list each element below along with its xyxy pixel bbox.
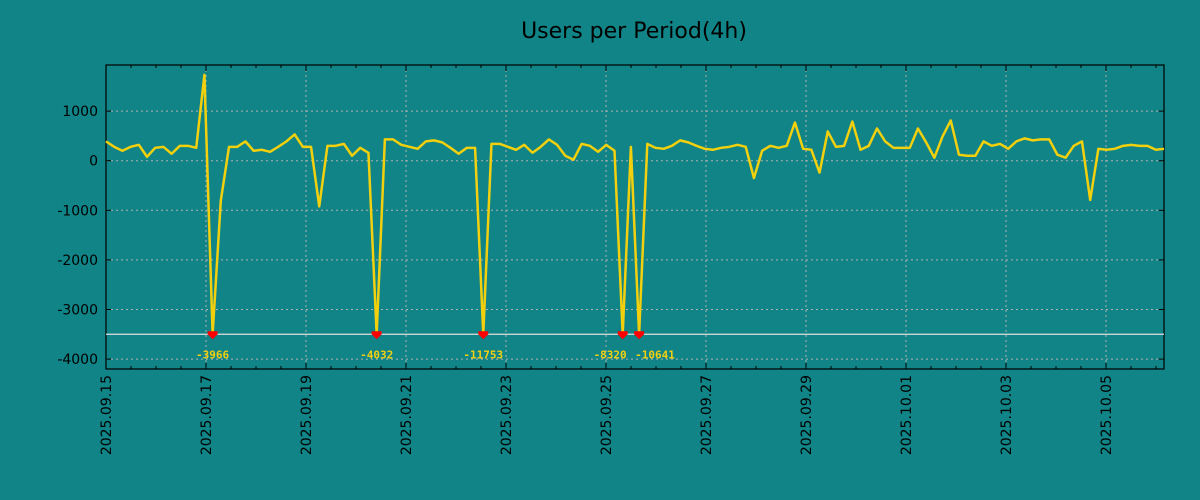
x-tick-label: 2025.09.23 [499, 375, 515, 455]
x-tick-label: 2025.09.27 [699, 375, 715, 455]
markers: -3966 -4032 -11753 -8320 -10641 [196, 331, 675, 361]
x-tick-label: 2025.09.21 [399, 375, 415, 455]
y-tick-label: -4000 [57, 352, 98, 368]
clip-marker [617, 331, 628, 340]
value-annotation: -11753 [463, 348, 503, 361]
value-annotation: -4032 [360, 348, 393, 361]
y-tick-label: -2000 [57, 253, 98, 269]
x-tick-label: 2025.09.29 [799, 375, 815, 455]
x-tick-label: 2025.10.05 [1099, 375, 1115, 455]
clip-marker [371, 331, 382, 340]
axes: -4000 -3000 -2000 -1000 0 1000 2025.09.15 2025.… [57, 64, 1165, 455]
y-tick-label: -3000 [57, 302, 98, 318]
chart-title: Users per Period(4h) [521, 19, 747, 44]
x-tick-label: 2025.09.19 [299, 375, 315, 455]
x-tick-label: 2025.09.15 [99, 375, 115, 455]
plot-frame [105, 64, 1165, 370]
y-tick-label: 0 [89, 154, 98, 170]
x-tick-label: 2025.10.01 [899, 375, 915, 455]
x-tick-label: 2025.09.25 [599, 375, 615, 455]
x-tick-label: 2025.09.17 [199, 375, 215, 455]
clip-marker [634, 331, 645, 340]
series-line-users [105, 73, 1165, 336]
x-tick-label: 2025.10.03 [999, 375, 1015, 455]
value-annotation: -8320 [594, 348, 627, 361]
value-annotation: -10641 [635, 348, 675, 361]
y-tick-label: -1000 [57, 203, 98, 219]
y-tick-label: 1000 [62, 104, 98, 120]
clip-marker [478, 331, 489, 340]
value-annotation: -3966 [196, 348, 229, 361]
clip-marker [207, 331, 218, 340]
series [105, 73, 1165, 336]
